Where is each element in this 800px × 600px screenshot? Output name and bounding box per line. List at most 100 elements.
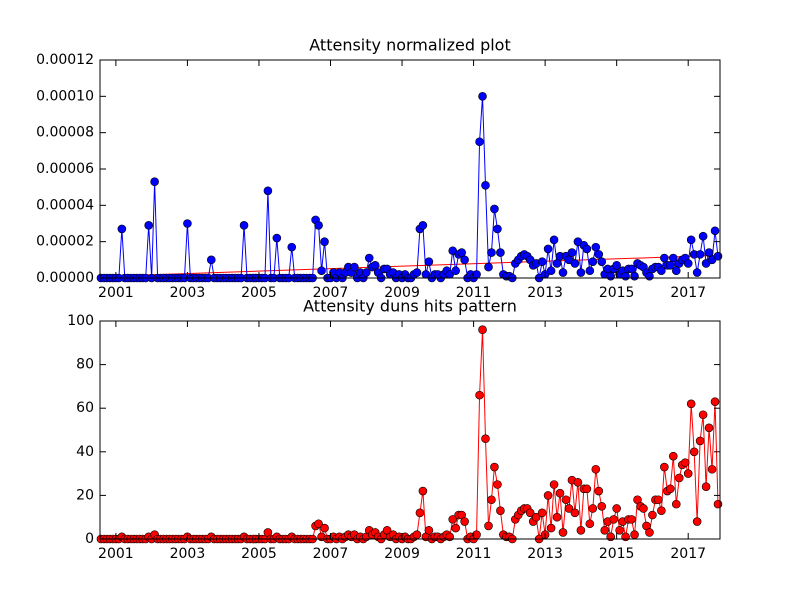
x-tick-label: 2013	[527, 285, 563, 301]
point	[493, 480, 502, 489]
point	[537, 257, 547, 266]
point	[418, 221, 428, 230]
point	[552, 259, 562, 268]
point	[263, 186, 273, 196]
point	[660, 253, 669, 263]
point	[585, 519, 595, 529]
point	[287, 242, 297, 252]
point	[478, 325, 487, 335]
point	[117, 224, 127, 234]
axes-frame	[99, 320, 721, 540]
point	[475, 137, 484, 147]
point	[698, 410, 708, 420]
y-tick-label: 40	[76, 444, 94, 460]
point	[600, 525, 610, 535]
point	[701, 482, 711, 491]
point	[445, 532, 455, 542]
x-tick-label: 2009	[384, 546, 420, 562]
point	[537, 508, 547, 518]
point	[704, 423, 714, 433]
x-tick-label: 2003	[170, 285, 206, 301]
series-line	[100, 96, 719, 280]
point	[654, 495, 663, 505]
point	[671, 499, 681, 509]
point	[588, 257, 598, 266]
point	[525, 508, 535, 518]
point	[558, 268, 568, 277]
point	[490, 204, 499, 214]
point	[666, 260, 675, 270]
point	[570, 508, 580, 518]
point	[484, 521, 493, 531]
point	[418, 486, 428, 496]
point	[668, 451, 678, 461]
point	[594, 486, 604, 496]
point	[451, 523, 460, 533]
point	[460, 517, 469, 526]
point	[549, 480, 559, 489]
x-tick-label: 2005	[241, 285, 277, 301]
point	[370, 260, 380, 270]
point	[680, 458, 690, 468]
point	[713, 499, 723, 509]
point	[698, 231, 708, 241]
y-tick-label: 0	[85, 531, 94, 547]
point	[689, 447, 699, 457]
point	[591, 464, 601, 474]
point	[481, 181, 490, 190]
point	[612, 504, 621, 513]
point	[314, 519, 323, 529]
x-tick-label: 2017	[670, 285, 706, 301]
point	[671, 266, 681, 276]
point	[543, 491, 553, 500]
point	[555, 488, 565, 498]
point	[713, 251, 723, 261]
y-tick-label: 0.00002	[36, 234, 94, 250]
point	[552, 512, 562, 522]
point	[686, 235, 696, 245]
point	[478, 92, 487, 101]
point	[487, 248, 496, 257]
point	[612, 260, 621, 270]
point	[695, 250, 705, 259]
point	[144, 221, 153, 230]
point	[475, 390, 484, 400]
point	[597, 501, 607, 511]
point	[674, 473, 684, 483]
point	[683, 469, 693, 478]
chart-title: Attensity duns hits pattern	[303, 297, 517, 316]
point	[710, 397, 720, 406]
point	[660, 462, 669, 472]
point	[490, 462, 499, 472]
y-tick-label: 0.00008	[36, 125, 94, 141]
x-tick-label: 2013	[527, 546, 563, 562]
point	[183, 219, 192, 228]
point	[272, 233, 282, 243]
x-tick-label: 2007	[313, 546, 349, 562]
x-tick-label: 2015	[599, 546, 635, 562]
x-tick-label: 2009	[384, 285, 420, 301]
point	[576, 268, 586, 277]
point	[496, 248, 505, 257]
point	[588, 504, 598, 513]
point	[320, 237, 329, 246]
point	[609, 515, 618, 524]
point	[576, 525, 586, 535]
point	[451, 266, 460, 276]
point	[621, 271, 630, 281]
x-tick-label: 2005	[241, 546, 277, 562]
point	[570, 259, 580, 268]
point	[412, 530, 422, 539]
point	[543, 244, 553, 254]
point	[615, 525, 624, 535]
point	[484, 262, 493, 272]
point	[561, 495, 571, 505]
point	[704, 248, 714, 257]
point	[424, 257, 434, 266]
x-tick-label: 2007	[313, 285, 349, 301]
point	[314, 221, 323, 230]
point	[546, 266, 556, 276]
y-tick-label: 0.00006	[36, 161, 94, 177]
